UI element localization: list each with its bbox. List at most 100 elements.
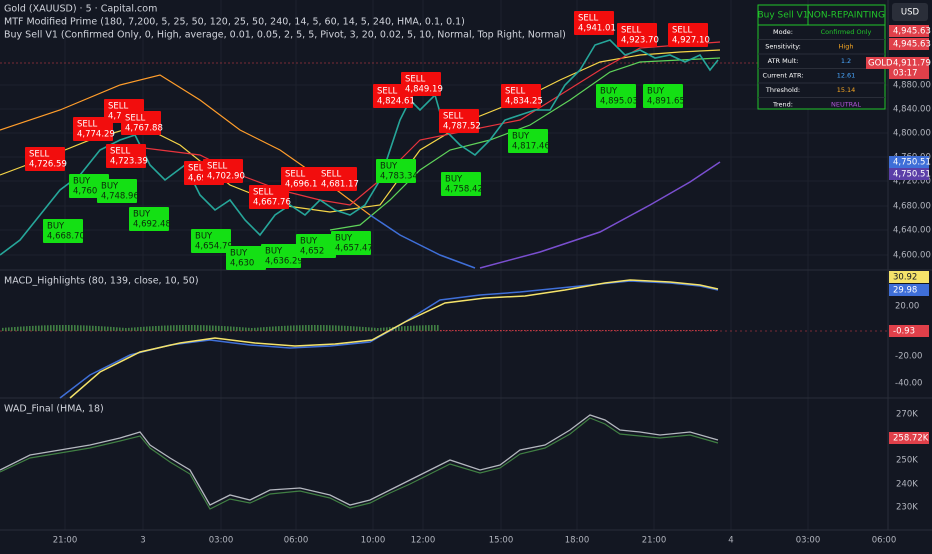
histogram-bar (263, 327, 265, 331)
histogram-bar (374, 327, 376, 331)
histogram-bar (8, 327, 10, 331)
histogram-bar (47, 325, 49, 331)
sell-label: SELL (621, 26, 642, 36)
histogram-bar (191, 325, 193, 331)
histogram-bar (713, 330, 715, 331)
histogram-bar (626, 330, 628, 331)
sell-label: SELL (188, 164, 209, 174)
sell-price: 4,681.17 (321, 180, 359, 190)
sell-price: 4,702.90 (207, 172, 245, 182)
histogram-bar (566, 330, 568, 331)
table-value: Confirmed Only (821, 28, 872, 36)
histogram-bar (497, 330, 499, 331)
histogram-bar (137, 327, 139, 331)
buy-price: 4,783.34 (380, 172, 418, 182)
histogram-bar (479, 330, 481, 331)
buy-label: BUY (647, 87, 665, 97)
buy-label-box (226, 246, 266, 270)
sell-price: 4,774.29 (77, 130, 115, 140)
histogram-bar (581, 330, 583, 331)
pane-title: MACD_Highlights (80, 139, close, 10, 50) (4, 276, 199, 287)
buy-label-box (191, 229, 231, 253)
price-tag: 4,750.51 (893, 158, 931, 168)
histogram-bar (281, 325, 283, 331)
table-title: Buy Sell V1 (757, 11, 808, 21)
histogram-bar (563, 330, 565, 331)
sell-price: 4,696.19 (285, 180, 323, 190)
price-tag-box (889, 25, 929, 37)
histogram-bar (500, 330, 502, 331)
buy-price: 4,895.03 (600, 97, 638, 107)
time-tick-label: 18:00 (565, 536, 590, 546)
histogram-bar (446, 330, 448, 331)
purple-line (479, 161, 721, 269)
wad-tick-label: 270K (896, 410, 918, 420)
histogram-bar (251, 327, 253, 331)
histogram-bar (404, 326, 406, 331)
histogram-bar (308, 325, 310, 331)
buy-label: BUY (195, 232, 213, 242)
histogram-bar (383, 327, 385, 331)
histogram-bar (35, 325, 37, 331)
histogram-bar (398, 326, 400, 331)
histogram-bar (614, 330, 616, 331)
histogram-bar (554, 330, 556, 331)
histogram-bar (632, 330, 634, 331)
histogram-bar (179, 325, 181, 331)
histogram-bar (242, 327, 244, 331)
currency-button[interactable] (892, 3, 928, 21)
histogram-bar (335, 325, 337, 331)
histogram-bar (89, 325, 91, 331)
histogram-bar (17, 326, 19, 331)
histogram-bar (494, 330, 496, 331)
histogram-bar (347, 325, 349, 331)
histogram-bar (425, 325, 427, 331)
histogram-bar (146, 326, 148, 331)
histogram-bar (443, 330, 445, 331)
histogram-bar (41, 325, 43, 331)
sell-price: 4,923.70 (621, 36, 659, 46)
table-value: 1.2 (841, 57, 851, 65)
wad-tick-label: 240K (896, 480, 918, 490)
currency-label[interactable]: USD (901, 8, 920, 18)
histogram-bar (380, 327, 382, 331)
histogram-bar (656, 330, 658, 331)
histogram-bar (710, 330, 712, 331)
sell-label-box (203, 159, 243, 183)
price-tag: 4,911.79 (893, 59, 931, 69)
histogram-bar (233, 326, 235, 331)
histogram-bar (176, 325, 178, 331)
histogram-bar (173, 325, 175, 331)
histogram-bar (257, 327, 259, 331)
buy-price: 4,891.65 (647, 97, 685, 107)
histogram-bar (434, 325, 436, 331)
histogram-bar (185, 325, 187, 331)
histogram-bar (167, 325, 169, 331)
histogram-bar (218, 325, 220, 331)
macd-tag-box (889, 271, 929, 283)
histogram-bar (341, 325, 343, 331)
buy-label: BUY (73, 177, 91, 187)
histogram-bar (704, 330, 706, 331)
buy-label: BUY (133, 210, 151, 220)
table-key: Trend: (772, 101, 793, 109)
table-value: High (839, 43, 854, 51)
indicator-legend: MTF Modified Prime (180, 7,200, 5, 25, 5… (4, 17, 465, 28)
histogram-bar (314, 325, 316, 331)
buy-price: 4,758.42 (445, 185, 483, 195)
histogram-bar (458, 330, 460, 331)
histogram-bar (215, 325, 217, 331)
buy-label: BUY (445, 175, 463, 185)
histogram-bar (299, 325, 301, 331)
histogram-bar (569, 330, 571, 331)
histogram-bar (686, 330, 688, 331)
sell-label: SELL (108, 102, 129, 112)
histogram-bar (419, 325, 421, 331)
histogram-bar (521, 330, 523, 331)
sell-label: SELL (285, 170, 306, 180)
histogram-bar (473, 330, 475, 331)
buy-label: BUY (47, 222, 65, 232)
histogram-bar (140, 326, 142, 331)
histogram-bar (119, 327, 121, 331)
histogram-bar (350, 326, 352, 331)
